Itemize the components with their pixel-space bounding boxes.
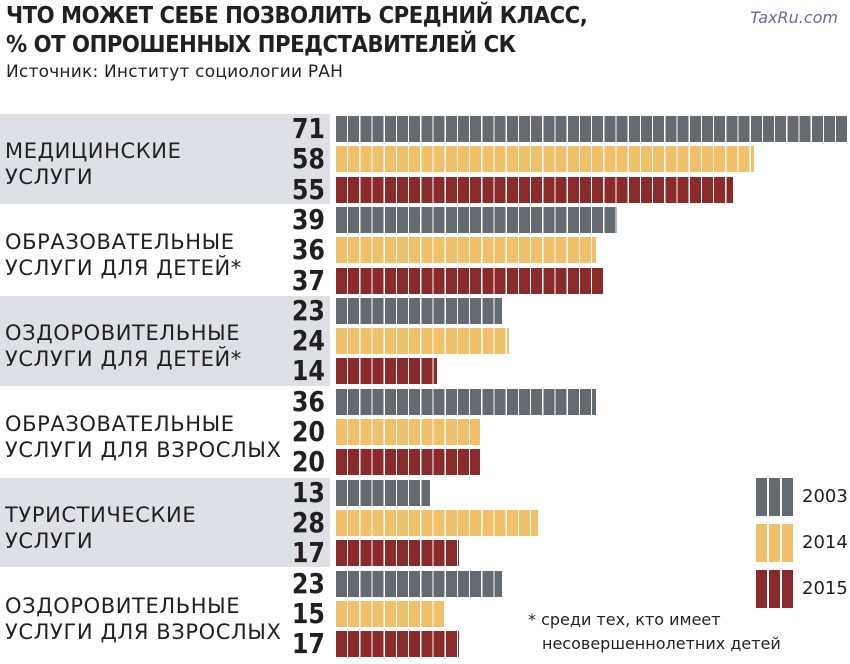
bar-2014 [336,419,481,445]
chart-source: Источник: Институт социологии РАН [6,62,344,82]
bar-2014 [336,146,755,173]
category-label-line: УСЛУГИ ДЛЯ ВЗРОСЛЫХ [5,619,282,644]
legend-swatch-2014 [756,524,794,562]
category-label-line: УСЛУГИ [5,165,94,189]
category-label-line: УСЛУГИ ДЛЯ ВЗРОСЛЫХ [5,437,282,462]
data-label-2003: 13 [291,475,325,509]
bar-2014 [336,237,596,264]
data-label-2003: 71 [291,112,325,145]
category-label-line: ТУРИСТИЧЕСКИЕ [5,502,197,527]
category-label-line: УСЛУГИ ДЛЯ ДЕТЕЙ* [5,255,242,280]
chart-title: ЧТО МОЖЕТ СЕБЕ ПОЗВОЛИТЬ СРЕДНИЙ КЛАСС, … [6,2,687,60]
bar-2003 [336,206,618,233]
bar-2015 [336,449,481,476]
data-label-2015: 14 [291,354,325,388]
category-band [0,295,330,386]
bar-2014 [336,509,538,536]
legend-swatch-2015 [756,570,794,608]
category-label-line: ОЗДОРОВИТЕЛЬНЫЕ [5,593,241,618]
bar-2015 [336,267,603,294]
data-label-2014: 20 [291,415,325,448]
bar-2003 [336,116,848,142]
category-label-line: УСЛУГИ ДЛЯ ДЕТЕЙ* [5,346,242,371]
chart-title-line-2: % ОТ ОПРОШЕННЫХ ПРЕДСТАВИТЕЛЕЙ СК [6,32,516,58]
data-label-2015: 55 [291,172,325,206]
data-label-2014: 28 [291,505,325,539]
category-label: ТУРИСТИЧЕСКИЕ УСЛУГИ [5,502,295,554]
data-label-2015: 17 [291,627,325,661]
legend-label-2014: 2014 [802,532,848,553]
legend-swatch-2003 [756,478,794,516]
category-label: ОБРАЗОВАТЕЛЬНЫЕ УСЛУГИ ДЛЯ ДЕТЕЙ* [5,229,295,281]
legend-label-2003: 2003 [802,486,848,507]
footnote: * среди тех, кто имеет несовершеннолетни… [528,608,838,656]
data-label-2003: 36 [291,384,325,418]
bar-2014 [336,328,510,355]
category-label: МЕДИЦИНСКИЕ УСЛУГИ [5,138,295,190]
bar-2003 [336,479,430,506]
category-label-line: УСЛУГИ [5,528,94,553]
category-label: ОЗДОРОВИТЕЛЬНЫЕ УСЛУГИ ДЛЯ ВЗРОСЛЫХ [5,593,295,645]
category-label-line: ОЗДОРОВИТЕЛЬНЫЕ [5,320,241,345]
category-band [0,477,330,568]
bar-2015 [336,540,459,567]
data-label-2014: 15 [291,596,325,630]
data-label-2003: 39 [291,202,325,236]
bar-2003 [336,388,596,415]
data-label-2015: 17 [291,536,325,570]
chart-title-line-1: ЧТО МОЖЕТ СЕБЕ ПОЗВОЛИТЬ СРЕДНИЙ КЛАСС, [6,3,588,29]
category-label: ОЗДОРОВИТЕЛЬНЫЕ УСЛУГИ ДЛЯ ДЕТЕЙ* [5,320,295,372]
bar-2015 [336,358,437,385]
data-label-2015: 37 [291,263,325,297]
data-label-2015: 20 [291,445,325,479]
data-label-2003: 23 [291,566,325,600]
category-label-line: МЕДИЦИНСКИЕ [5,139,182,163]
data-label-2014: 36 [291,233,325,267]
bar-2015 [336,631,459,658]
category-label-line: ОБРАЗОВАТЕЛЬНЫЕ [5,229,235,254]
category-label: ОБРАЗОВАТЕЛЬНЫЕ УСЛУГИ ДЛЯ ВЗРОСЛЫХ [5,411,295,463]
data-label-2014: 58 [291,142,325,176]
legend-label-2015: 2015 [802,578,848,599]
data-label-2003: 23 [291,293,325,327]
category-label-line: ОБРАЗОВАТЕЛЬНЫЕ [5,411,235,436]
footnote-line-1: * среди тех, кто имеет [528,610,721,629]
bar-2003 [336,570,502,597]
bar-2015 [336,176,733,203]
data-label-2014: 24 [291,324,325,358]
watermark: TaxRu.com [750,8,838,27]
bar-2003 [336,297,502,324]
footnote-line-2: несовершеннолетних детей [542,634,781,653]
bar-2014 [336,600,445,627]
category-band [0,114,330,204]
